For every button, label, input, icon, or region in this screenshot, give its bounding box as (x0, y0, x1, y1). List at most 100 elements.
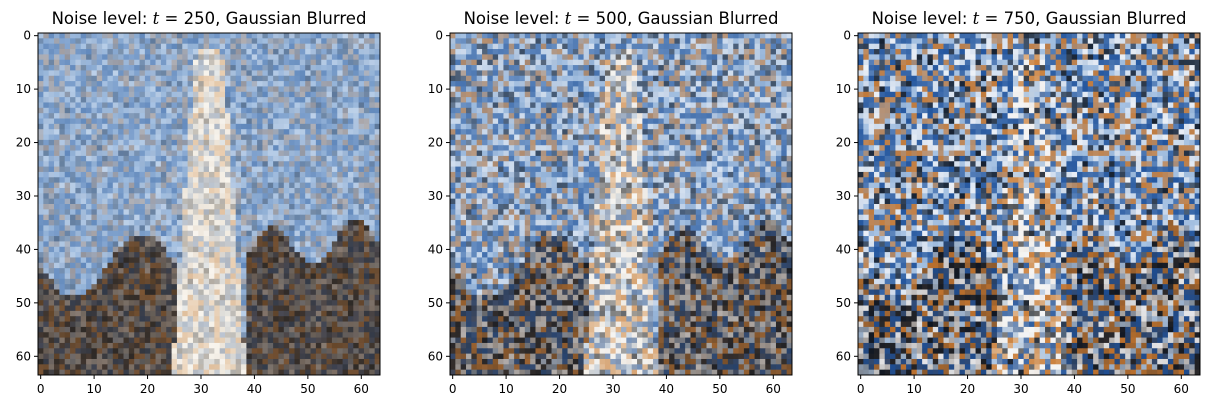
heatmap-cell (679, 49, 686, 55)
heatmap-cell (214, 262, 221, 269)
heatmap-cell (246, 284, 253, 290)
heatmap-cell (637, 65, 643, 71)
heatmap-cell (621, 70, 627, 77)
heatmap-cell (487, 102, 494, 109)
heatmap-cell (353, 358, 360, 365)
heatmap-cell (230, 193, 237, 200)
heatmap-cell (759, 81, 766, 87)
heatmap-cell (289, 70, 295, 77)
heatmap-cell (262, 342, 269, 349)
heatmap-cell (278, 246, 285, 253)
heatmap-cell (96, 310, 103, 317)
heatmap-cell (326, 257, 333, 264)
heatmap-cell (631, 43, 638, 50)
heatmap-cell (59, 187, 66, 194)
heatmap-cell (278, 262, 285, 269)
heatmap-cell (342, 262, 349, 269)
heatmap-cell (48, 81, 55, 87)
heatmap-cell (160, 225, 167, 232)
heatmap-cell (503, 38, 510, 45)
heatmap-cell (112, 49, 119, 55)
heatmap-cell (166, 262, 172, 269)
heatmap-cell (251, 220, 258, 226)
heatmap-cell (182, 145, 189, 151)
heatmap-cell (299, 326, 306, 333)
heatmap-cell (203, 118, 210, 125)
heatmap-cell (235, 33, 242, 39)
heatmap-cell (331, 353, 338, 360)
heatmap-cell (160, 273, 167, 280)
heatmap-cell (257, 155, 263, 162)
heatmap-cell (363, 177, 370, 184)
heatmap-cell (262, 316, 269, 322)
heatmap-cell (610, 97, 617, 103)
heatmap-cell (91, 348, 98, 355)
heatmap-cell (653, 49, 659, 55)
heatmap-cell (48, 150, 55, 157)
heatmap-cell (262, 193, 269, 200)
heatmap-cell (225, 38, 231, 45)
heatmap-cell (112, 161, 119, 167)
heatmap-cell (562, 75, 568, 82)
heatmap-cell (626, 49, 633, 55)
heatmap-cell (91, 75, 98, 82)
heatmap-cell (299, 65, 306, 71)
heatmap-cell (150, 348, 156, 355)
heatmap-cell (251, 59, 258, 66)
heatmap-cell (171, 65, 178, 71)
heatmap-cell (289, 241, 295, 248)
heatmap-cell (235, 139, 242, 146)
heatmap-cell (369, 171, 376, 178)
heatmap-cell (337, 305, 343, 312)
heatmap-cell (663, 33, 670, 39)
heatmap-cell (262, 220, 269, 226)
heatmap-cell (112, 209, 119, 216)
heatmap-cell (294, 171, 301, 178)
heatmap-cell (171, 353, 178, 360)
heatmap-cell (80, 129, 87, 135)
heatmap-cell (278, 171, 285, 178)
heatmap-cell (251, 294, 258, 301)
heatmap-cell (347, 134, 354, 141)
heatmap-cell (225, 236, 231, 242)
heatmap-cell (235, 86, 242, 93)
heatmap-cell (225, 230, 231, 237)
heatmap-cell (540, 81, 547, 87)
heatmap-cell (337, 139, 343, 146)
heatmap-cell (466, 75, 472, 82)
heatmap-cell (171, 38, 178, 45)
heatmap-cell (182, 289, 189, 296)
heatmap-cell (107, 59, 114, 66)
heatmap-cell (155, 198, 162, 205)
heatmap-cell (342, 75, 349, 82)
heatmap-cell (262, 241, 269, 248)
heatmap-cell (214, 358, 221, 365)
heatmap-cell (358, 155, 365, 162)
heatmap-cell (278, 204, 285, 210)
heatmap-cell (278, 70, 285, 77)
heatmap-cell (182, 278, 189, 285)
heatmap-cell (267, 204, 274, 210)
heatmap-cell (273, 236, 279, 242)
heatmap-cell (198, 326, 205, 333)
heatmap-cell (192, 289, 199, 296)
heatmap-cell (48, 252, 55, 258)
heatmap-cell (353, 33, 360, 39)
heatmap-cell (70, 278, 76, 285)
heatmap-cell (160, 49, 167, 55)
heatmap-cell (765, 97, 772, 103)
heatmap-cell (230, 33, 237, 39)
heatmap-cell (144, 268, 151, 274)
heatmap-cell (166, 321, 172, 328)
heatmap-cell (262, 49, 269, 55)
heatmap-cell (75, 129, 82, 135)
heatmap-cell (209, 316, 215, 322)
heatmap-cell (310, 305, 317, 312)
heatmap-cell (150, 353, 156, 360)
heatmap-cell (155, 236, 162, 242)
heatmap-cell (150, 134, 156, 141)
heatmap-cell (310, 209, 317, 216)
heatmap-cell (283, 193, 290, 200)
heatmap-cell (241, 118, 247, 125)
heatmap-cell (225, 369, 231, 376)
